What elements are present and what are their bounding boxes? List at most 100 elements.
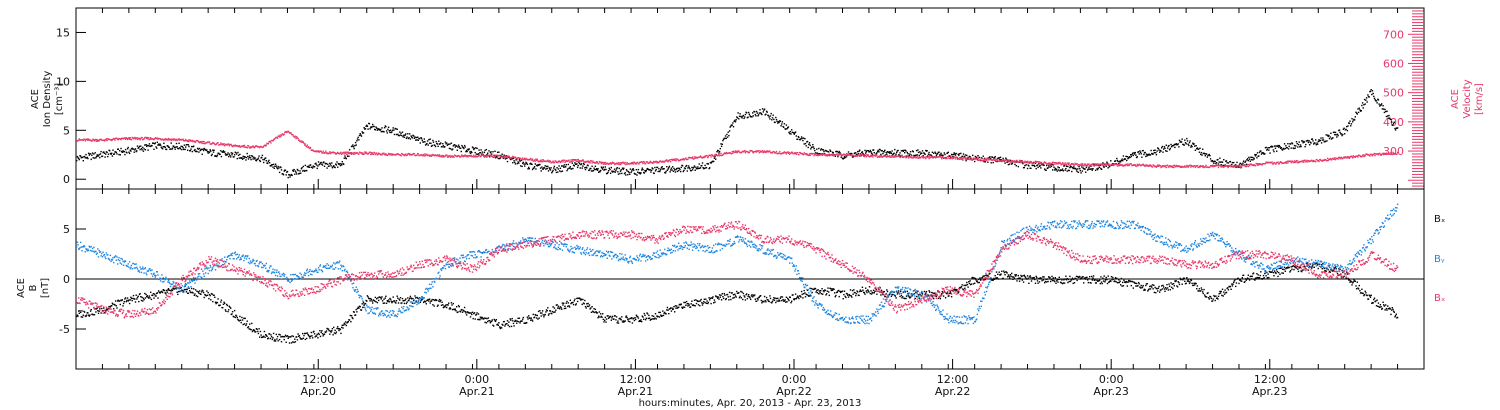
density-series-point [196,150,198,153]
bx-series-point [491,319,493,321]
density-series-point [231,152,234,154]
velocity-series-point [274,138,276,140]
bx-series-point [105,308,108,310]
density-series-point [713,160,715,163]
density-series-point [1254,155,1257,157]
density-series-point [614,171,616,173]
density-series-point [1030,167,1032,169]
density-series-point [233,156,235,158]
velocity-series-point [1167,164,1169,166]
density-series-point [915,154,917,156]
density-series-point [329,163,332,165]
density-series-point [660,168,662,170]
velocity-series-point [1153,165,1156,167]
bx-series-point [198,292,200,294]
bx-series-point [294,341,297,343]
density-series-point [1266,148,1269,150]
density-series-point [520,165,522,167]
density-series-point [122,150,124,152]
bx-series-point [304,338,306,341]
velocity-series-point [1028,161,1030,164]
bx-series-point [259,336,261,338]
velocity-series-point [1391,153,1393,156]
velocity-series-point [1122,165,1125,167]
velocity-series-point [1097,163,1099,165]
density-series-point [243,157,245,159]
density-series-point [767,114,770,117]
bx-series-point [448,302,450,304]
velocity-series-point [1076,163,1078,165]
density-series-point [561,165,563,167]
velocity-series-point [890,156,892,158]
density-series-point [615,169,617,172]
velocity-series-point [1258,164,1260,166]
bx-series-point [288,336,290,338]
velocity-series-point [486,156,488,158]
bx-series-point [469,312,471,314]
velocity-series-point [531,158,534,160]
density-series-point [409,138,412,140]
velocity-series-point [361,153,363,155]
density-series-point [1287,148,1290,150]
velocity-series-point [150,137,152,139]
bx-series-point [85,314,88,316]
density-series-point [624,172,626,174]
velocity-series-point [330,151,332,154]
density-series-point [713,157,716,159]
density-series-point [417,136,419,138]
density-series-point [1318,139,1320,141]
velocity-series-point [1038,162,1040,164]
velocity-series-point [694,157,696,159]
velocity-series-point [365,151,367,153]
density-series-point [92,157,94,159]
density-series-point [253,158,256,160]
bx-series-point [132,294,135,297]
velocity-series-point [1069,164,1072,166]
bx-series-point [76,314,79,316]
velocity-series-point [1363,155,1365,158]
density-series-point [392,127,394,129]
velocity-series-point [413,153,416,155]
bx-series-point [406,301,408,303]
density-series-point [660,167,663,169]
velocity-series-point [321,152,324,154]
bx-series-point [340,332,342,335]
bx-series-point [478,318,480,321]
velocity-series-point [734,151,736,153]
density-series-point [259,160,262,163]
bx-series-point [279,334,281,336]
density-series-point [1326,134,1329,136]
velocity-series-point [430,155,433,157]
bx-series-point [169,289,171,292]
velocity-series-point [304,143,306,145]
velocity-series-point [139,139,141,141]
bx-series-point [193,294,195,296]
density-series-point [1256,152,1259,154]
bx-series-point [246,320,248,322]
velocity-tick-label: 500 [1383,87,1404,100]
density-series-point [906,151,908,154]
density-series-point [360,134,362,136]
density-series-point [171,148,173,150]
velocity-series-point [199,141,201,143]
density-series-point [1260,150,1262,152]
bx-series-point [115,305,117,307]
density-series-point [1305,143,1307,146]
velocity-series-point [1204,166,1206,168]
density-series-point [936,153,938,155]
density-series-point [1119,160,1121,162]
density-series-point [319,163,321,165]
velocity-series-point [265,145,267,147]
velocity-series-point [998,160,1000,162]
velocity-series-point [1168,165,1171,167]
density-series-point [245,159,247,161]
density-series-point [744,113,747,116]
velocity-series-point [939,155,941,158]
density-series-point [302,165,304,168]
bx-series-point [245,323,248,325]
density-series-point [899,152,901,154]
velocity-series-point [1254,164,1257,167]
velocity-series-point [306,144,308,146]
velocity-series-point [617,163,619,165]
velocity-series-point [213,142,215,145]
